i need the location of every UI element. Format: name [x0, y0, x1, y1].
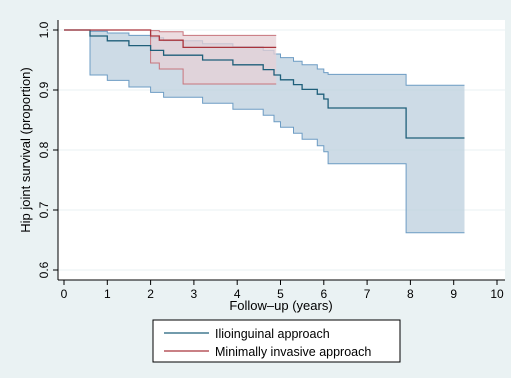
x-tick-label: 0 [61, 287, 68, 301]
x-tick-label: 7 [364, 287, 371, 301]
x-tick-label: 2 [147, 287, 154, 301]
x-tick-label: 3 [191, 287, 198, 301]
legend-label-minimally-invasive: Minimally invasive approach [215, 345, 371, 359]
x-tick-label: 6 [320, 287, 327, 301]
x-tick-label: 9 [450, 287, 457, 301]
legend-box [152, 319, 401, 363]
y-tick-label: 0.8 [37, 141, 51, 158]
legend: Ilioinguinal approach Minimally invasive… [152, 319, 401, 363]
y-axis-title: Hip joint survival (proportion) [18, 67, 33, 232]
x-tick-label: 10 [490, 287, 504, 301]
ticks: 0.6 0.7 0.8 0.9 1.0 0 1 2 3 4 5 6 7 8 9 10 [37, 21, 504, 301]
x-tick-label: 4 [234, 287, 241, 301]
y-tick-label: 0.7 [37, 201, 51, 218]
x-axis-title: Follow–up (years) [229, 298, 332, 313]
lower-bound-ilioinguinal [64, 29, 465, 234]
x-tick-label: 8 [407, 287, 414, 301]
confidence-bands [64, 29, 465, 234]
survival-line-minimally-invasive [64, 29, 277, 49]
x-tick-label: 1 [104, 287, 111, 301]
confidence-band-ilioinguinal [64, 30, 465, 233]
y-tick-label: 1.0 [37, 21, 51, 38]
legend-label-ilioinguinal: Ilioinguinal approach [215, 327, 330, 341]
x-tick-label: 5 [277, 287, 284, 301]
y-tick-label: 0.9 [37, 81, 51, 98]
y-tick-label: 0.6 [37, 261, 51, 278]
survival-lines [64, 29, 465, 139]
confidence-band-minimally-invasive [64, 30, 277, 84]
survival-line-ilioinguinal [64, 29, 465, 139]
